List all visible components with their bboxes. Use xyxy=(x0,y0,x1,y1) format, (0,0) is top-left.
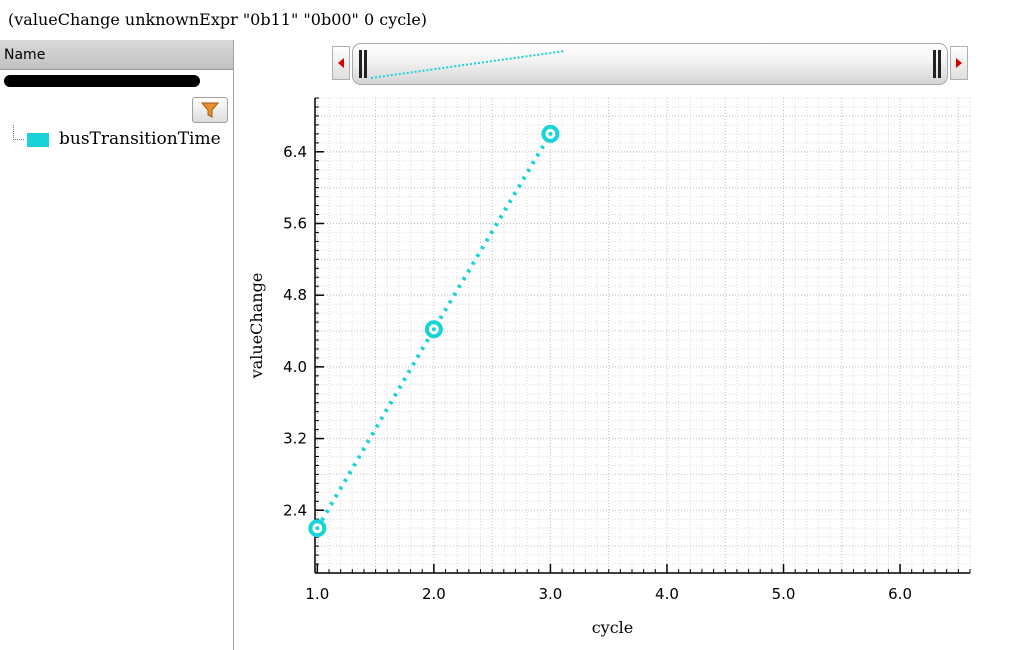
horizontal-scrollbar[interactable] xyxy=(4,75,200,87)
y-tick-label: 4.0 xyxy=(283,358,307,376)
range-scroller[interactable] xyxy=(332,43,968,85)
scroll-left-button[interactable] xyxy=(332,46,350,80)
range-start-handle[interactable] xyxy=(359,50,369,78)
legend-swatch-bustransitiontime xyxy=(27,133,49,147)
scroll-right-button[interactable] xyxy=(950,46,968,80)
data-point-center xyxy=(548,131,553,136)
y-tick-label: 4.8 xyxy=(283,286,307,304)
x-tick-label: 1.0 xyxy=(305,585,329,603)
arrow-right-icon xyxy=(956,58,962,68)
expression-title: (valueChange unknownExpr "0b11" "0b00" 0… xyxy=(8,10,428,29)
x-tick-label: 3.0 xyxy=(538,585,562,603)
data-point-center xyxy=(431,327,436,332)
funnel-icon xyxy=(201,102,219,118)
filter-button[interactable] xyxy=(192,97,228,123)
y-tick-label: 5.6 xyxy=(283,214,307,232)
x-tick-label: 5.0 xyxy=(772,585,796,603)
x-tick-label: 6.0 xyxy=(888,585,912,603)
range-end-handle[interactable] xyxy=(933,50,943,78)
x-axis-label: cycle xyxy=(592,618,634,637)
legend-label-bustransitiontime[interactable]: busTransitionTime xyxy=(59,129,221,149)
x-tick-label: 4.0 xyxy=(655,585,679,603)
y-tick-label: 6.4 xyxy=(283,143,307,161)
tree-connector xyxy=(13,125,24,140)
scroller-track[interactable] xyxy=(352,43,948,85)
x-tick-label: 2.0 xyxy=(422,585,446,603)
signal-panel: Name busTransitionTime xyxy=(0,40,234,650)
chart-area: 1.0 2.0 3.0 4.0 5.0 6.0 2.4 3.2 4.0 4.8 5.6 6.4 cycl… xyxy=(247,97,971,637)
y-tick-label: 3.2 xyxy=(283,430,307,448)
overview-line xyxy=(370,50,566,79)
data-point-center xyxy=(315,526,320,531)
y-axis-label: valueChange xyxy=(247,273,266,380)
name-column-header[interactable]: Name xyxy=(0,40,233,70)
arrow-left-icon xyxy=(338,58,344,68)
y-tick-label: 2.4 xyxy=(283,501,307,519)
